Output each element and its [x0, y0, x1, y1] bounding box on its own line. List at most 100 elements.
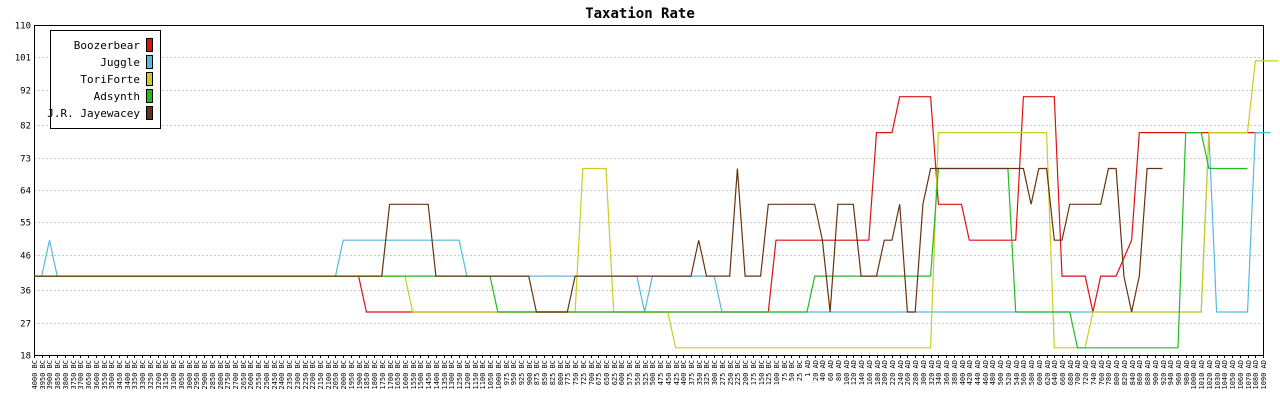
x-tick-label: 3000 BC: [186, 360, 194, 390]
x-tick-label: 375 BC: [688, 360, 696, 385]
x-tick-label: 3950 BC: [39, 360, 47, 390]
x-tick-label: 125 BC: [765, 360, 773, 385]
x-tick-label: 1850 BC: [363, 360, 371, 390]
legend: Boozerbear Juggle ToriForte Adsynth J.R. Jay…: [47, 30, 161, 129]
x-tick-label: 1010 AD: [1198, 360, 1206, 390]
x-tick-label: 1350 BC: [441, 360, 449, 390]
y-tick-label: 64: [20, 187, 31, 197]
x-tick-label: 3350 BC: [131, 360, 139, 390]
x-tick-label: 700 BC: [588, 360, 596, 385]
x-tick-label: 2700 BC: [232, 360, 240, 390]
x-tick-label: 2350 BC: [286, 360, 294, 390]
x-tick-label: 175 BC: [750, 360, 758, 385]
x-tick-label: 620 AD: [1044, 360, 1052, 385]
x-tick-label: 780 AD: [1105, 360, 1113, 385]
x-tick-label: 575 BC: [626, 360, 634, 385]
x-tick-label: 1200 BC: [464, 360, 472, 390]
legend-label: Juggle: [100, 56, 140, 69]
x-tick-label: 3750 BC: [70, 360, 78, 390]
x-tick-label: 600 AD: [1036, 360, 1044, 385]
x-tick-label: 2300 BC: [294, 360, 302, 390]
x-tick-label: 150 BC: [758, 360, 766, 385]
legend-label: J.R. Jayewacey: [47, 107, 140, 120]
x-tick-label: 500 AD: [997, 360, 1005, 385]
x-tick-label: 475 BC: [657, 360, 665, 385]
x-tick-label: 2400 BC: [278, 360, 286, 390]
x-tick-label: 100 BC: [773, 360, 781, 385]
x-tick-label: 140 AD: [858, 360, 866, 385]
x-tick-label: 220 AD: [889, 360, 897, 385]
x-tick-label: 450 BC: [665, 360, 673, 385]
y-tick-label: 36: [20, 287, 31, 297]
x-tick-label: 2000 BC: [340, 360, 348, 390]
x-tick-label: 1150 BC: [472, 360, 480, 390]
x-tick-label: 160 AD: [866, 360, 874, 385]
legend-swatch: [146, 72, 153, 86]
legend-swatch: [146, 89, 153, 103]
x-tick-label: 2450 BC: [271, 360, 279, 390]
x-tick-label: 3850 BC: [54, 360, 62, 390]
x-tick-label: 700 AD: [1074, 360, 1082, 385]
x-tick-label: 920 AD: [1160, 360, 1168, 385]
x-tick-label: 820 AD: [1121, 360, 1129, 385]
x-tick-label: 2800 BC: [217, 360, 225, 390]
x-tick-label: 1550 BC: [410, 360, 418, 390]
x-tick-label: 2100 BC: [325, 360, 333, 390]
x-tick-label: 260 AD: [904, 360, 912, 385]
x-tick-label: 1950 BC: [348, 360, 356, 390]
axes: 18 27 36 46 55 64 73 82 92 101 110 4000 BC 3950 BC 39…: [15, 22, 1268, 390]
x-tick-label: 725 BC: [580, 360, 588, 385]
x-tick-label: 2050 BC: [332, 360, 340, 390]
x-tick-label: 840 AD: [1129, 360, 1137, 385]
x-tick-label: 2600 BC: [247, 360, 255, 390]
x-tick-label: 625 BC: [611, 360, 619, 385]
x-tick-label: 1060 AD: [1237, 360, 1245, 390]
x-tick-label: 3050 BC: [178, 360, 186, 390]
x-tick-label: 950 BC: [510, 360, 518, 385]
x-tick-label: 1000 AD: [1190, 360, 1198, 390]
x-tick-label: 80 AD: [835, 360, 843, 381]
x-tick-label: 40 AD: [819, 360, 827, 381]
x-tick-label: 3650 BC: [85, 360, 93, 390]
x-tick-label: 280 AD: [912, 360, 920, 385]
x-tick-label: 460 AD: [982, 360, 990, 385]
x-tick-label: 380 AD: [951, 360, 959, 385]
x-tick-label: 1250 BC: [456, 360, 464, 390]
x-tick-label: 1600 BC: [402, 360, 410, 390]
x-tick-label: 360 AD: [943, 360, 951, 385]
x-tick-label: 800 BC: [557, 360, 565, 385]
x-tick-label: 100 AD: [843, 360, 851, 385]
x-tick-label: 1400 BC: [433, 360, 441, 390]
x-tick-label: 760 AD: [1098, 360, 1106, 385]
x-tick-label: 880 AD: [1144, 360, 1152, 385]
x-tick-label: 1040 AD: [1221, 360, 1229, 390]
x-tick-label: 1000 BC: [495, 360, 503, 390]
x-tick-label: 2900 BC: [201, 360, 209, 390]
y-tick-label: 92: [20, 87, 31, 97]
x-tick-label: 200 BC: [742, 360, 750, 385]
x-tick-label: 1700 BC: [387, 360, 395, 390]
x-tick-label: 520 AD: [1005, 360, 1013, 385]
x-tick-label: 2650 BC: [240, 360, 248, 390]
x-tick-label: 3700 BC: [77, 360, 85, 390]
x-tick-label: 420 AD: [966, 360, 974, 385]
x-tick-label: 1050 AD: [1229, 360, 1237, 390]
x-tick-label: 650 BC: [603, 360, 611, 385]
x-tick-label: 960 AD: [1175, 360, 1183, 385]
x-tick-label: 1800 BC: [371, 360, 379, 390]
x-tick-label: 425 BC: [673, 360, 681, 385]
x-tick-label: 940 AD: [1167, 360, 1175, 385]
x-tick-label: 2150 BC: [317, 360, 325, 390]
y-tick-label: 110: [15, 22, 31, 32]
x-tick-label: 800 AD: [1113, 360, 1121, 385]
x-tick-label: 1750 BC: [379, 360, 387, 390]
x-tick-label: 60 AD: [827, 360, 835, 381]
x-tick-label: 825 BC: [549, 360, 557, 385]
x-tick-label: 4000 BC: [31, 360, 39, 390]
chart-title: Taxation Rate: [585, 6, 695, 22]
series-line-j-r-jayewacey: [34, 167, 1163, 313]
x-tick-label: 200 AD: [881, 360, 889, 385]
x-tick-label: 50 BC: [788, 360, 796, 381]
x-tick-label: 850 BC: [541, 360, 549, 385]
